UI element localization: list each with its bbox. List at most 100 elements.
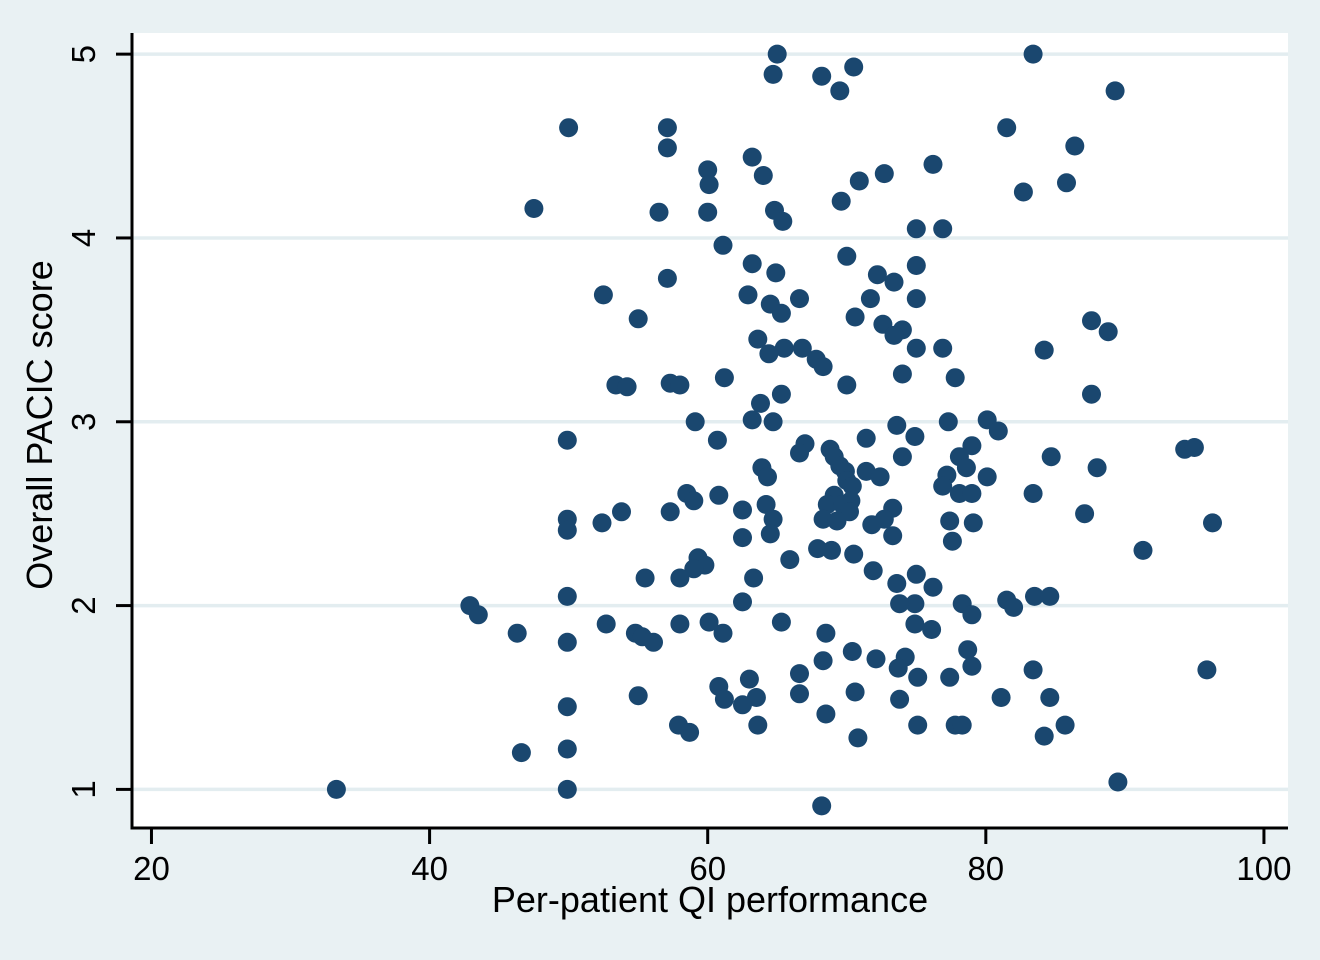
data-point	[1105, 81, 1125, 101]
data-point	[739, 669, 759, 689]
data-point	[753, 166, 773, 185]
data-point	[862, 515, 882, 535]
data-point	[738, 285, 758, 305]
data-point	[813, 357, 833, 377]
x-tick-label-80: 80	[967, 850, 1004, 887]
data-point	[748, 329, 768, 349]
data-point	[557, 586, 577, 606]
data-point	[963, 513, 983, 533]
data-point	[771, 303, 791, 323]
data-point	[684, 559, 704, 579]
data-point	[870, 467, 890, 487]
data-point	[649, 202, 669, 222]
data-point	[1087, 458, 1107, 478]
data-point	[822, 540, 841, 560]
y-tick-label-4: 4	[65, 229, 102, 247]
data-point	[867, 265, 887, 285]
data-point	[790, 289, 809, 309]
data-point	[1040, 688, 1060, 707]
data-point	[766, 263, 786, 283]
data-point	[1055, 715, 1075, 735]
tick-labels: 20 40 60 80 100 1 2 3 4 5	[65, 45, 1291, 887]
data-point	[790, 443, 809, 463]
data-point	[874, 164, 894, 184]
data-point	[887, 415, 907, 435]
data-point	[844, 544, 864, 564]
data-point	[559, 118, 579, 138]
data-point	[884, 325, 904, 345]
data-point	[1203, 513, 1222, 533]
data-point	[813, 509, 833, 529]
data-point	[756, 495, 776, 514]
data-point	[892, 364, 912, 384]
data-point	[945, 368, 965, 388]
data-point	[991, 688, 1011, 707]
data-point	[635, 568, 655, 588]
data-point	[849, 171, 869, 191]
data-point	[906, 289, 926, 309]
axes	[116, 33, 1288, 844]
data-point	[748, 715, 768, 735]
data-point	[685, 412, 705, 432]
data-point	[890, 689, 910, 709]
data-point	[845, 682, 865, 702]
data-point	[771, 384, 791, 404]
y-tick-label-2: 2	[65, 596, 102, 614]
y-tick-label-1: 1	[65, 780, 102, 798]
data-point	[1034, 340, 1054, 360]
data-point	[592, 513, 612, 533]
plot-area	[132, 33, 1288, 828]
data-point	[908, 715, 928, 735]
data-point	[744, 568, 764, 588]
data-point	[780, 550, 800, 570]
data-point	[557, 632, 577, 652]
data-point	[856, 428, 876, 448]
data-point	[816, 623, 836, 643]
data-point	[906, 219, 926, 239]
data-point	[842, 642, 862, 661]
data-point	[866, 649, 886, 669]
data-point	[670, 568, 690, 588]
data-point	[844, 57, 864, 77]
y-tick-label-3: 3	[65, 413, 102, 431]
data-point	[1023, 44, 1043, 64]
data-point	[660, 502, 680, 522]
data-point	[790, 684, 809, 704]
x-tick-label-60: 60	[689, 850, 726, 887]
data-point	[670, 614, 690, 634]
data-point	[713, 623, 733, 643]
data-point	[997, 118, 1017, 138]
data-point	[758, 467, 777, 487]
x-axis-title: Per-patient QI performance	[492, 879, 928, 920]
data-point	[906, 256, 926, 275]
data-point	[713, 235, 733, 255]
data-point	[842, 476, 862, 496]
data-point	[812, 66, 832, 86]
data-point	[733, 592, 752, 612]
data-point	[933, 338, 953, 358]
data-point	[760, 524, 780, 544]
data-point	[863, 561, 883, 581]
data-point	[1025, 586, 1044, 606]
data-point	[884, 272, 904, 292]
data-point	[507, 623, 527, 643]
data-points	[326, 44, 1222, 816]
data-point	[888, 658, 908, 678]
data-point	[733, 500, 752, 520]
data-point	[988, 421, 1008, 441]
data-point	[1098, 322, 1118, 342]
data-point	[1034, 726, 1054, 746]
data-point	[684, 491, 704, 511]
data-point	[830, 81, 850, 101]
data-point	[831, 191, 851, 211]
data-point	[733, 695, 752, 715]
data-point	[699, 175, 719, 195]
data-point	[923, 577, 943, 597]
data-point	[1133, 540, 1153, 560]
data-point	[1013, 182, 1033, 202]
data-point	[593, 285, 613, 305]
data-point	[827, 511, 847, 531]
data-point	[771, 612, 791, 632]
data-point	[860, 289, 880, 309]
